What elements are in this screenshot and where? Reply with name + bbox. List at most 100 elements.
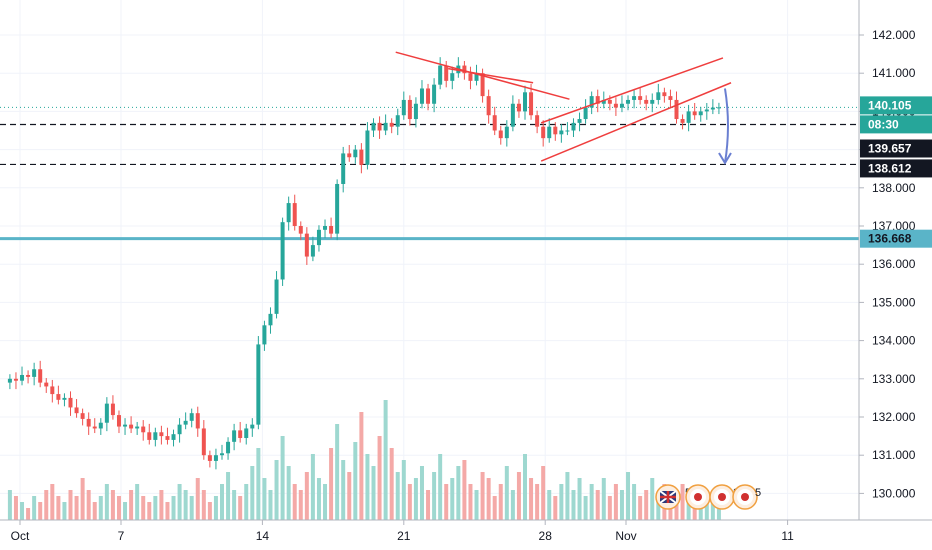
level-2-tag: 138.612 xyxy=(868,161,912,175)
candle-body xyxy=(450,73,455,81)
projection-arrow[interactable] xyxy=(723,88,729,164)
volume-bar xyxy=(395,472,400,520)
volume-bar xyxy=(341,460,346,520)
candle-body xyxy=(256,344,261,425)
volume-bar xyxy=(135,484,140,520)
svg-text:5: 5 xyxy=(755,487,761,499)
candle-body xyxy=(213,455,218,461)
volume-bar xyxy=(195,478,200,520)
candle-body xyxy=(413,103,418,120)
candle-body xyxy=(571,122,576,131)
candle-body xyxy=(716,107,721,109)
volume-bar xyxy=(656,496,661,520)
volume-bar xyxy=(595,490,600,520)
volume-bar xyxy=(201,490,206,520)
event-markers[interactable]: 5 2 5 xyxy=(655,484,761,510)
support-tag: 136.668 xyxy=(868,232,912,246)
volume-bar xyxy=(516,472,521,520)
volume-bar xyxy=(86,490,91,520)
candle-body xyxy=(135,426,140,429)
candle-body xyxy=(44,382,49,387)
candle-body xyxy=(280,222,285,280)
volume-bar xyxy=(383,400,388,520)
event-icon-jp-1[interactable] xyxy=(685,484,711,510)
candle-body xyxy=(692,111,697,116)
candle-body xyxy=(68,397,73,408)
volume-bar xyxy=(644,490,649,520)
x-axis[interactable]: Oct 7 14 21 28 Nov 11 xyxy=(11,520,794,543)
candle-body xyxy=(401,99,406,116)
x-tick-label: Oct xyxy=(11,529,30,543)
volume-bar xyxy=(141,496,146,520)
volume-bar xyxy=(44,490,49,520)
pattern-lines[interactable] xyxy=(395,51,732,165)
volume-bar xyxy=(577,478,582,520)
candle-body xyxy=(7,378,12,383)
candle-body xyxy=(153,432,158,440)
candle-body xyxy=(316,229,321,246)
volume-bar xyxy=(371,466,376,520)
trend-line[interactable] xyxy=(540,57,724,124)
volume-bar xyxy=(486,478,491,520)
horizontal-levels xyxy=(0,106,859,241)
volume-bar xyxy=(529,478,534,520)
volume-bar xyxy=(62,502,67,520)
y-tick-label: 132.000 xyxy=(872,410,916,424)
volume-bar xyxy=(613,484,618,520)
candle-body xyxy=(444,65,449,81)
volume-bar xyxy=(274,460,279,520)
trend-line[interactable] xyxy=(395,51,570,100)
candle-body xyxy=(419,88,424,104)
volume-bar xyxy=(413,478,418,520)
x-tick-label: 7 xyxy=(118,529,125,543)
volume-bar xyxy=(68,490,73,520)
volume-bar xyxy=(304,472,309,520)
volume-bar xyxy=(220,484,224,520)
candle-body xyxy=(335,183,340,234)
candle-body xyxy=(86,418,91,427)
volume-bar xyxy=(559,484,564,520)
candle-body xyxy=(535,115,540,127)
volume-bar xyxy=(456,466,461,520)
event-icon-jp-3[interactable]: 5 xyxy=(732,484,761,510)
candle-body xyxy=(244,428,249,439)
candle-body xyxy=(62,397,67,400)
candle-body xyxy=(510,103,515,127)
candle-body xyxy=(462,65,467,74)
volume-bar xyxy=(177,484,182,520)
volume-bar xyxy=(226,472,231,520)
candle-body xyxy=(171,434,176,440)
volume-bar xyxy=(153,496,158,520)
candle-body xyxy=(159,432,164,437)
candle-body xyxy=(365,130,370,165)
volume-bar xyxy=(650,478,655,520)
trend-line[interactable] xyxy=(540,82,732,162)
candle-body xyxy=(298,226,303,234)
y-tick-label: 141.000 xyxy=(872,66,916,80)
countdown-tag-bg xyxy=(860,115,932,134)
trend-line[interactable] xyxy=(448,67,534,84)
candle-body xyxy=(607,99,612,104)
candle-body xyxy=(377,122,382,131)
volume-bar xyxy=(541,466,546,520)
y-tick-label: 135.000 xyxy=(872,295,916,309)
volume-bar xyxy=(438,454,443,520)
volume-bar xyxy=(510,490,515,520)
candle-body xyxy=(92,426,97,429)
volume-bar xyxy=(268,490,273,520)
candle-body xyxy=(177,424,182,435)
projection-arrow-head[interactable] xyxy=(718,152,732,165)
x-tick-label: 11 xyxy=(781,529,794,543)
candle-body xyxy=(26,374,31,377)
candle-body xyxy=(371,122,376,131)
candle-body xyxy=(347,153,352,158)
candle-body xyxy=(565,130,570,132)
volume-bar xyxy=(250,466,255,520)
candle-body xyxy=(438,65,443,85)
volume-bar xyxy=(323,484,328,520)
volume-bar xyxy=(474,490,479,520)
candlesticks xyxy=(7,57,721,470)
candle-body xyxy=(559,130,564,135)
volume-bar xyxy=(468,484,473,520)
